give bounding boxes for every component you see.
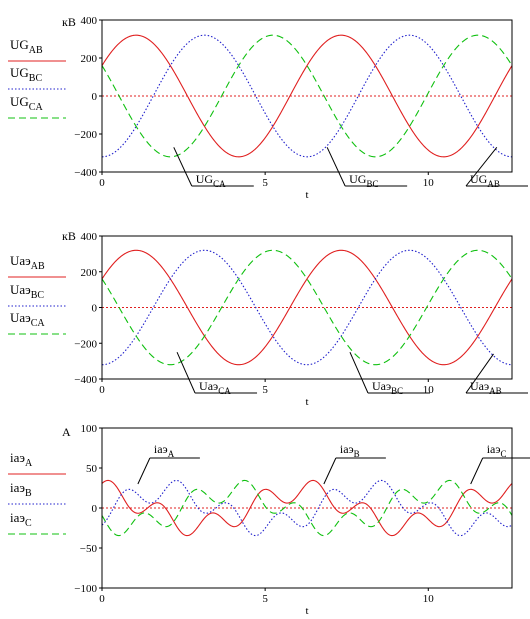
annotation-label: UaэCA xyxy=(199,379,231,396)
y-tick-label: −400 xyxy=(74,374,97,386)
series-line-1 xyxy=(101,34,513,158)
x-tick-label: 5 xyxy=(262,177,268,189)
y-tick-label: 100 xyxy=(81,423,98,435)
x-tick-label: 10 xyxy=(423,384,435,396)
annotation-label: UaэAB xyxy=(470,379,502,396)
y-axis-label: A xyxy=(62,425,71,439)
legend-label: UGCA xyxy=(10,94,43,113)
legend-label: UGBC xyxy=(10,65,42,84)
annotation-leader xyxy=(326,147,346,187)
y-tick-label: −400 xyxy=(74,167,97,179)
x-axis-label: t xyxy=(305,396,308,408)
legend-label: iaэC xyxy=(10,510,32,529)
annotation-label: UGCA xyxy=(196,172,226,189)
series-line-3 xyxy=(101,249,513,366)
series-line-2 xyxy=(101,34,513,158)
annotation-label: UaэBC xyxy=(372,379,403,396)
legend: iaэA iaэB iaэC xyxy=(8,450,66,535)
series-line-2 xyxy=(101,249,513,366)
annotation-leader xyxy=(323,457,337,485)
y-tick-label: −200 xyxy=(74,338,97,350)
y-tick-label: 0 xyxy=(92,91,98,103)
annotation-leader xyxy=(176,351,196,394)
x-tick-label: 10 xyxy=(423,177,435,189)
legend-label: iaэA xyxy=(10,450,33,469)
y-tick-label: −100 xyxy=(74,583,97,595)
legend: UaэAB UaэBC UaэCA xyxy=(8,253,66,335)
x-tick-label: 0 xyxy=(99,384,105,396)
annotation-leader xyxy=(465,146,498,187)
legend-label: UaэAB xyxy=(10,253,45,272)
y-tick-label: 0 xyxy=(92,503,98,515)
y-tick-label: 200 xyxy=(81,267,98,279)
annotation-leader xyxy=(349,351,369,394)
y-axis-label: кВ xyxy=(62,229,76,243)
y-axis-label: кВ xyxy=(62,15,76,29)
y-tick-label: 0 xyxy=(92,303,98,315)
annotation-leader xyxy=(465,353,494,394)
x-tick-label: 0 xyxy=(99,177,105,189)
series-line-2 xyxy=(101,479,513,537)
x-tick-label: 0 xyxy=(99,593,105,605)
y-tick-label: 200 xyxy=(81,53,98,65)
legend-label: UGAB xyxy=(10,37,43,56)
x-tick-label: 5 xyxy=(262,593,268,605)
y-tick-label: 50 xyxy=(86,463,98,475)
x-axis-label: t xyxy=(305,189,308,201)
legend-label: iaэB xyxy=(10,480,32,499)
legend: UGAB UGBC UGCA xyxy=(8,37,66,119)
annotation-label: iaэC xyxy=(487,442,507,459)
y-tick-label: −200 xyxy=(74,129,97,141)
annotation-label: iaэA xyxy=(154,442,175,459)
annotation-label: UGAB xyxy=(470,172,500,189)
legend-label: UaэCA xyxy=(10,310,45,329)
annotation-label: iaэB xyxy=(340,442,360,459)
y-tick-label: −50 xyxy=(80,543,98,555)
x-axis-label: t xyxy=(305,605,308,617)
x-tick-label: 5 xyxy=(262,384,268,396)
series-line-1 xyxy=(101,479,513,537)
annotation-label: UGBC xyxy=(349,172,378,189)
series-line-3 xyxy=(101,34,513,158)
annotation-leader xyxy=(173,147,193,187)
annotation-leader xyxy=(470,457,484,485)
annotation-leader xyxy=(137,457,151,485)
x-tick-label: 10 xyxy=(423,593,435,605)
series-line-3 xyxy=(101,479,513,537)
y-tick-label: 400 xyxy=(81,15,98,27)
legend-label: UaэBC xyxy=(10,282,44,301)
y-tick-label: 400 xyxy=(81,231,98,243)
